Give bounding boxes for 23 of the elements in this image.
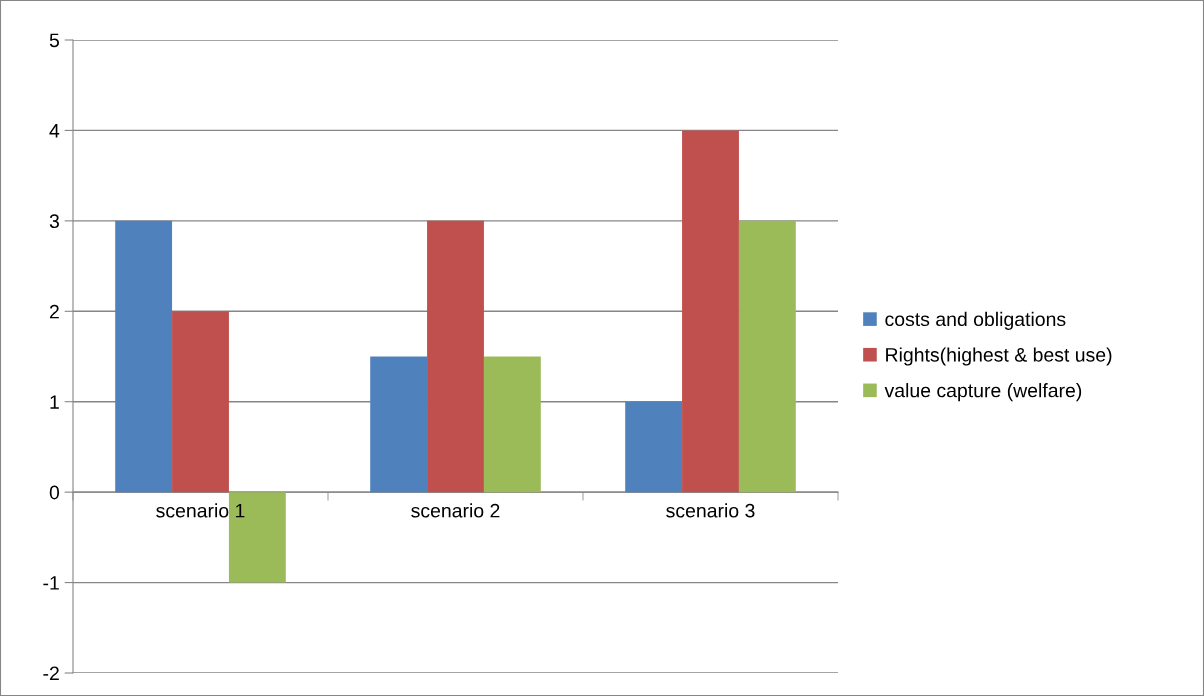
legend-label: costs and obligations	[885, 311, 1066, 330]
x-tick-label: scenario 1	[156, 503, 245, 518]
legend-label: Rights(highest & best use)	[886, 347, 1112, 366]
bar	[228, 492, 286, 583]
y-tick-label: -1	[43, 576, 59, 590]
y-tick-label: -2	[43, 666, 59, 681]
bar	[738, 220, 796, 493]
y-tick-label: 3	[49, 214, 59, 229]
legend-label: value capture (welfare)	[884, 383, 1082, 402]
x-tick-label: scenario 2	[411, 503, 500, 518]
bar	[483, 356, 541, 493]
bar	[682, 130, 739, 493]
x-tick-label: scenario 3	[666, 503, 755, 518]
bar	[625, 401, 683, 493]
y-tick-label: 0	[49, 485, 60, 500]
bar	[172, 311, 229, 493]
bar	[370, 356, 428, 493]
y-tick-label: 5	[49, 33, 59, 48]
bar	[427, 220, 484, 493]
y-tick-label: 2	[49, 304, 59, 319]
y-tick-label: 4	[49, 124, 60, 138]
bar	[115, 220, 173, 493]
y-tick-label: 1	[50, 395, 59, 409]
